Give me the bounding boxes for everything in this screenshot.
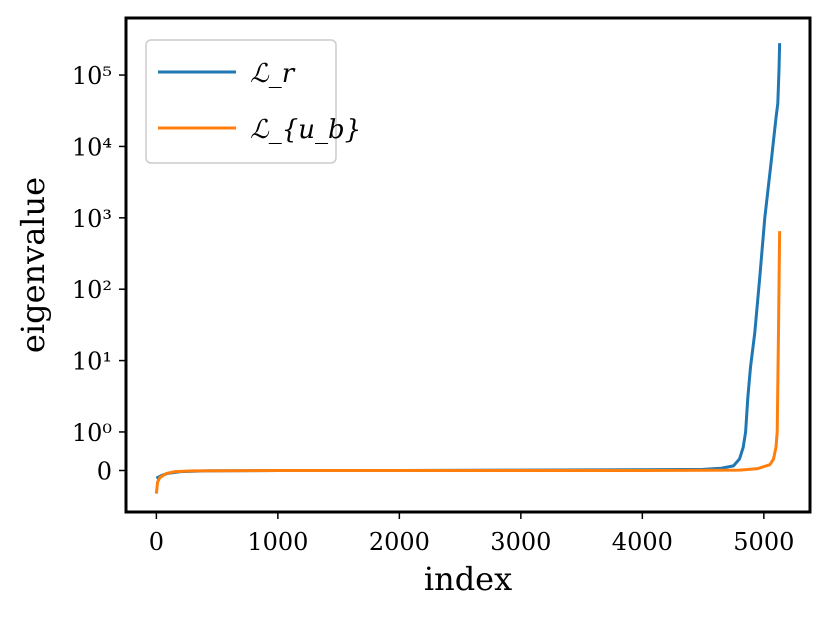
x-axis-label: index bbox=[424, 560, 512, 598]
y-tick-label: 10³ bbox=[72, 205, 112, 233]
legend-label: ℒ_{u_b} bbox=[250, 115, 361, 145]
x-tick-label: 4000 bbox=[612, 528, 673, 556]
x-tick-label: 0 bbox=[149, 528, 164, 556]
y-tick-label: 10¹ bbox=[72, 348, 112, 376]
data-line bbox=[154, 231, 782, 494]
y-axis-label: eigenvalue bbox=[14, 177, 52, 353]
y-tick-label: 0 bbox=[97, 458, 112, 486]
legend-label: ℒ_r bbox=[250, 59, 296, 89]
y-tick-label: 10⁵ bbox=[72, 62, 112, 90]
y-tick-label: 10⁴ bbox=[72, 133, 112, 161]
x-tick-label: 1000 bbox=[247, 528, 308, 556]
plot-frame bbox=[124, 16, 812, 514]
x-tick-label: 2000 bbox=[369, 528, 430, 556]
y-tick-label: 10² bbox=[72, 276, 112, 304]
y-tick-label: 10⁰ bbox=[72, 419, 112, 447]
x-tick-label: 3000 bbox=[490, 528, 551, 556]
x-tick-label: 5000 bbox=[733, 528, 794, 556]
